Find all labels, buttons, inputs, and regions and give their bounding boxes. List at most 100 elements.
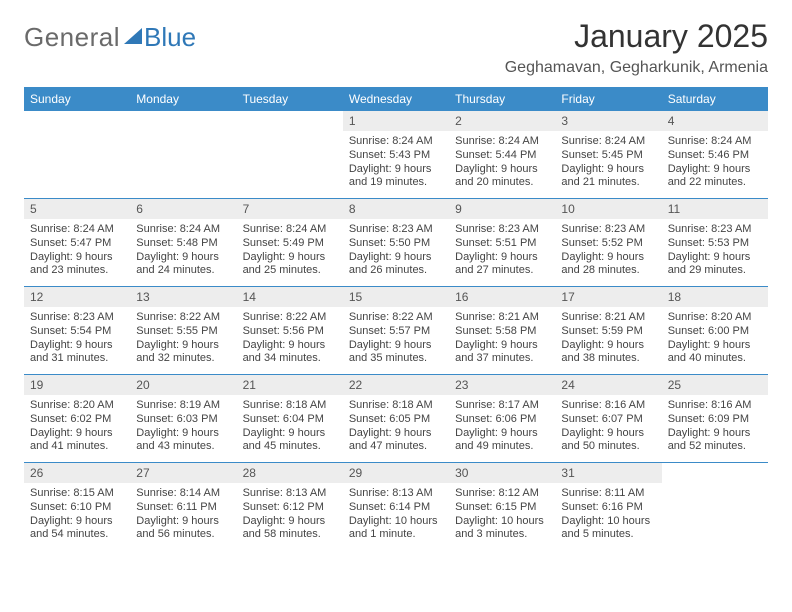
day-cell: 29Sunrise: 8:13 AM Sunset: 6:14 PM Dayli… <box>343 463 449 550</box>
day-number: 8 <box>343 199 449 219</box>
day-cell: 30Sunrise: 8:12 AM Sunset: 6:15 PM Dayli… <box>449 463 555 550</box>
day-number <box>130 111 236 131</box>
day-detail: Sunrise: 8:24 AM Sunset: 5:49 PM Dayligh… <box>237 219 343 286</box>
day-number: 7 <box>237 199 343 219</box>
day-number: 22 <box>343 375 449 395</box>
day-cell: 11Sunrise: 8:23 AM Sunset: 5:53 PM Dayli… <box>662 199 768 286</box>
page: General Blue January 2025 Geghamavan, Ge… <box>0 0 792 612</box>
brand-logo: General Blue <box>24 18 196 53</box>
day-number: 29 <box>343 463 449 483</box>
day-detail: Sunrise: 8:23 AM Sunset: 5:54 PM Dayligh… <box>24 307 130 374</box>
day-number: 16 <box>449 287 555 307</box>
day-cell: 26Sunrise: 8:15 AM Sunset: 6:10 PM Dayli… <box>24 463 130 550</box>
day-cell: 14Sunrise: 8:22 AM Sunset: 5:56 PM Dayli… <box>237 287 343 374</box>
day-number: 17 <box>555 287 661 307</box>
day-cell: 10Sunrise: 8:23 AM Sunset: 5:52 PM Dayli… <box>555 199 661 286</box>
day-cell: 19Sunrise: 8:20 AM Sunset: 6:02 PM Dayli… <box>24 375 130 462</box>
day-number: 23 <box>449 375 555 395</box>
day-cell: 6Sunrise: 8:24 AM Sunset: 5:48 PM Daylig… <box>130 199 236 286</box>
weekday-tue: Tuesday <box>237 87 343 111</box>
day-number: 24 <box>555 375 661 395</box>
day-detail: Sunrise: 8:16 AM Sunset: 6:07 PM Dayligh… <box>555 395 661 462</box>
day-cell: 27Sunrise: 8:14 AM Sunset: 6:11 PM Dayli… <box>130 463 236 550</box>
day-number: 31 <box>555 463 661 483</box>
day-cell: 13Sunrise: 8:22 AM Sunset: 5:55 PM Dayli… <box>130 287 236 374</box>
day-number: 9 <box>449 199 555 219</box>
weekday-wed: Wednesday <box>343 87 449 111</box>
day-detail: Sunrise: 8:23 AM Sunset: 5:51 PM Dayligh… <box>449 219 555 286</box>
day-number: 1 <box>343 111 449 131</box>
brand-part2-wrap: Blue <box>122 22 196 53</box>
day-cell: 20Sunrise: 8:19 AM Sunset: 6:03 PM Dayli… <box>130 375 236 462</box>
day-cell: 5Sunrise: 8:24 AM Sunset: 5:47 PM Daylig… <box>24 199 130 286</box>
day-detail: Sunrise: 8:23 AM Sunset: 5:53 PM Dayligh… <box>662 219 768 286</box>
day-number: 27 <box>130 463 236 483</box>
day-detail: Sunrise: 8:24 AM Sunset: 5:47 PM Dayligh… <box>24 219 130 286</box>
day-cell: 23Sunrise: 8:17 AM Sunset: 6:06 PM Dayli… <box>449 375 555 462</box>
day-detail: Sunrise: 8:14 AM Sunset: 6:11 PM Dayligh… <box>130 483 236 550</box>
day-detail: Sunrise: 8:16 AM Sunset: 6:09 PM Dayligh… <box>662 395 768 462</box>
day-cell <box>662 463 768 550</box>
day-cell <box>130 111 236 198</box>
day-number <box>237 111 343 131</box>
day-detail: Sunrise: 8:23 AM Sunset: 5:50 PM Dayligh… <box>343 219 449 286</box>
day-cell: 25Sunrise: 8:16 AM Sunset: 6:09 PM Dayli… <box>662 375 768 462</box>
title-block: January 2025 Geghamavan, Gegharkunik, Ar… <box>505 18 768 77</box>
day-detail: Sunrise: 8:13 AM Sunset: 6:14 PM Dayligh… <box>343 483 449 550</box>
weekday-fri: Friday <box>555 87 661 111</box>
day-detail <box>130 131 236 189</box>
page-subtitle: Geghamavan, Gegharkunik, Armenia <box>505 59 768 77</box>
day-cell: 22Sunrise: 8:18 AM Sunset: 6:05 PM Dayli… <box>343 375 449 462</box>
day-cell: 18Sunrise: 8:20 AM Sunset: 6:00 PM Dayli… <box>662 287 768 374</box>
day-cell: 16Sunrise: 8:21 AM Sunset: 5:58 PM Dayli… <box>449 287 555 374</box>
day-number <box>662 463 768 483</box>
week-row: 1Sunrise: 8:24 AM Sunset: 5:43 PM Daylig… <box>24 111 768 199</box>
day-detail: Sunrise: 8:22 AM Sunset: 5:57 PM Dayligh… <box>343 307 449 374</box>
day-detail: Sunrise: 8:19 AM Sunset: 6:03 PM Dayligh… <box>130 395 236 462</box>
day-detail <box>24 131 130 189</box>
day-number: 2 <box>449 111 555 131</box>
day-number: 28 <box>237 463 343 483</box>
day-cell: 8Sunrise: 8:23 AM Sunset: 5:50 PM Daylig… <box>343 199 449 286</box>
day-detail: Sunrise: 8:21 AM Sunset: 5:59 PM Dayligh… <box>555 307 661 374</box>
day-detail: Sunrise: 8:24 AM Sunset: 5:48 PM Dayligh… <box>130 219 236 286</box>
day-detail: Sunrise: 8:20 AM Sunset: 6:02 PM Dayligh… <box>24 395 130 462</box>
day-number: 26 <box>24 463 130 483</box>
week-row: 19Sunrise: 8:20 AM Sunset: 6:02 PM Dayli… <box>24 375 768 463</box>
week-row: 5Sunrise: 8:24 AM Sunset: 5:47 PM Daylig… <box>24 199 768 287</box>
weekday-sat: Saturday <box>662 87 768 111</box>
day-detail: Sunrise: 8:18 AM Sunset: 6:05 PM Dayligh… <box>343 395 449 462</box>
weekday-mon: Monday <box>130 87 236 111</box>
day-number: 18 <box>662 287 768 307</box>
brand-part1: General <box>24 22 120 53</box>
day-detail: Sunrise: 8:15 AM Sunset: 6:10 PM Dayligh… <box>24 483 130 550</box>
day-number: 11 <box>662 199 768 219</box>
day-detail: Sunrise: 8:24 AM Sunset: 5:43 PM Dayligh… <box>343 131 449 198</box>
day-detail: Sunrise: 8:21 AM Sunset: 5:58 PM Dayligh… <box>449 307 555 374</box>
day-cell: 4Sunrise: 8:24 AM Sunset: 5:46 PM Daylig… <box>662 111 768 198</box>
day-number: 3 <box>555 111 661 131</box>
week-row: 26Sunrise: 8:15 AM Sunset: 6:10 PM Dayli… <box>24 463 768 550</box>
day-detail: Sunrise: 8:11 AM Sunset: 6:16 PM Dayligh… <box>555 483 661 550</box>
day-number: 4 <box>662 111 768 131</box>
day-cell: 3Sunrise: 8:24 AM Sunset: 5:45 PM Daylig… <box>555 111 661 198</box>
day-number: 19 <box>24 375 130 395</box>
day-detail: Sunrise: 8:13 AM Sunset: 6:12 PM Dayligh… <box>237 483 343 550</box>
day-cell: 28Sunrise: 8:13 AM Sunset: 6:12 PM Dayli… <box>237 463 343 550</box>
day-detail: Sunrise: 8:23 AM Sunset: 5:52 PM Dayligh… <box>555 219 661 286</box>
week-row: 12Sunrise: 8:23 AM Sunset: 5:54 PM Dayli… <box>24 287 768 375</box>
day-number: 25 <box>662 375 768 395</box>
day-cell: 24Sunrise: 8:16 AM Sunset: 6:07 PM Dayli… <box>555 375 661 462</box>
day-detail: Sunrise: 8:17 AM Sunset: 6:06 PM Dayligh… <box>449 395 555 462</box>
day-cell <box>24 111 130 198</box>
day-number: 21 <box>237 375 343 395</box>
day-detail: Sunrise: 8:18 AM Sunset: 6:04 PM Dayligh… <box>237 395 343 462</box>
day-detail: Sunrise: 8:24 AM Sunset: 5:46 PM Dayligh… <box>662 131 768 198</box>
day-detail: Sunrise: 8:24 AM Sunset: 5:44 PM Dayligh… <box>449 131 555 198</box>
day-cell: 1Sunrise: 8:24 AM Sunset: 5:43 PM Daylig… <box>343 111 449 198</box>
sail-icon <box>122 26 144 51</box>
day-detail: Sunrise: 8:20 AM Sunset: 6:00 PM Dayligh… <box>662 307 768 374</box>
day-cell: 31Sunrise: 8:11 AM Sunset: 6:16 PM Dayli… <box>555 463 661 550</box>
day-number: 10 <box>555 199 661 219</box>
day-cell: 7Sunrise: 8:24 AM Sunset: 5:49 PM Daylig… <box>237 199 343 286</box>
